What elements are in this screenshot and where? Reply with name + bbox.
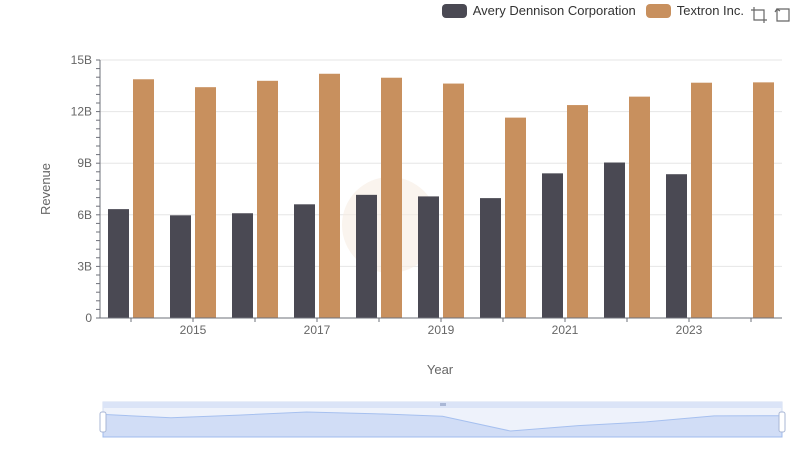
slider-preview-area (102, 411, 783, 438)
bar-textron-2022[interactable] (629, 96, 650, 318)
slider-grip[interactable] (440, 403, 446, 406)
legend-item-avery[interactable]: Avery Dennison Corporation (441, 3, 636, 18)
y-tick-label: 6B (77, 208, 92, 222)
bar-textron-2018[interactable] (381, 77, 402, 318)
y-tick-label: 15B (71, 53, 92, 67)
zoom-icon[interactable] (750, 6, 768, 24)
bar-avery-2023[interactable] (666, 174, 687, 318)
slider-handle-right[interactable] (778, 411, 786, 433)
x-tick-label: 2017 (304, 323, 331, 337)
bar-avery-2019[interactable] (418, 196, 439, 318)
y-axis-title: Revenue (38, 163, 53, 215)
y-tick-label: 3B (77, 259, 92, 273)
legend-item-textron[interactable]: Textron Inc. (645, 3, 744, 18)
y-tick-label: 0 (85, 311, 92, 325)
restore-icon[interactable] (774, 6, 792, 24)
axes: 0 3B 6B 9B 12B 15B 2015 2017 2019 2021 2023 (71, 53, 782, 337)
bar-textron-2017[interactable] (319, 73, 340, 318)
bar-avery-2021[interactable] (542, 173, 563, 318)
bar-avery-2016[interactable] (232, 213, 253, 318)
legend-label-textron: Textron Inc. (676, 3, 744, 18)
legend: Avery Dennison Corporation Textron Inc. (441, 3, 744, 18)
bar-avery-2015[interactable] (170, 215, 191, 318)
bar-textron-2020[interactable] (505, 117, 526, 319)
bar-textron-2024[interactable] (753, 82, 774, 318)
legend-swatch-textron (645, 3, 671, 18)
x-tick-label: 2019 (428, 323, 455, 337)
bars (108, 73, 774, 319)
bar-avery-2014[interactable] (108, 209, 129, 318)
x-tick-label: 2023 (676, 323, 703, 337)
bar-textron-2019[interactable] (443, 83, 464, 319)
bar-avery-2022[interactable] (604, 162, 625, 318)
bar-textron-2016[interactable] (257, 80, 278, 318)
bar-avery-2018[interactable] (356, 194, 377, 318)
bar-textron-2015[interactable] (195, 87, 216, 319)
bar-textron-2023[interactable] (691, 82, 712, 318)
bar-textron-2021[interactable] (567, 105, 588, 319)
bar-textron-2014[interactable] (133, 79, 154, 318)
x-axis-title: Year (427, 362, 454, 377)
y-tick-label: 12B (71, 105, 92, 119)
toolbox (750, 6, 792, 24)
x-tick-label: 2021 (552, 323, 579, 337)
y-tick-label: 9B (77, 156, 92, 170)
legend-label-avery: Avery Dennison Corporation (472, 3, 636, 18)
x-tick-label: 2015 (180, 323, 207, 337)
data-zoom-slider[interactable] (99, 401, 786, 438)
bar-avery-2017[interactable] (294, 204, 315, 318)
bar-avery-2020[interactable] (480, 198, 501, 318)
slider-handle-left[interactable] (99, 411, 107, 433)
legend-swatch-avery (441, 3, 467, 18)
